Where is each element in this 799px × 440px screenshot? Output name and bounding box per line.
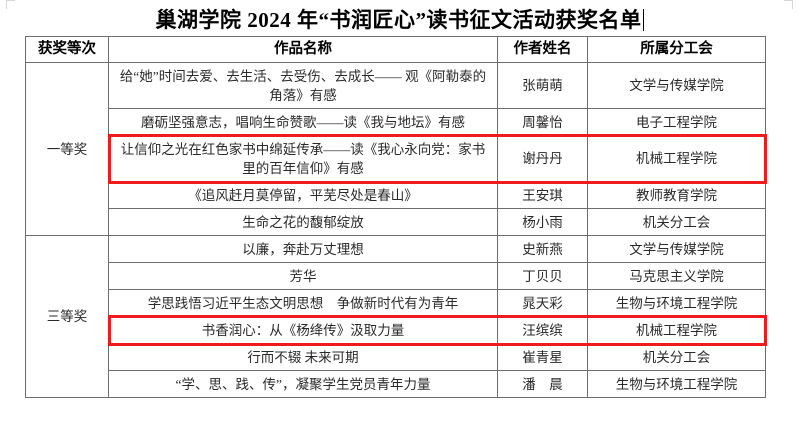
- award-list-table: 获奖等次 作品名称 作者姓名 所属分工会 一等奖 给“她”时间去爱、去生活、去受伤…: [25, 36, 766, 398]
- work-title-cell: 以廉，奔赴万丈理想: [108, 235, 498, 263]
- table-row: 三等奖 以廉，奔赴万丈理想 史新燕 文学与传媒学院: [25, 235, 766, 398]
- table-row: 生命之花的馥郁绽放 杨小雨 机关分工会: [26, 208, 766, 236]
- author-name-cell: 丁贝贝: [497, 262, 588, 290]
- union-cell: 教师教育学院: [587, 181, 766, 209]
- union-cell: 机关分工会: [587, 343, 766, 371]
- union-cell: 电子工程学院: [587, 108, 766, 136]
- work-title-cell: “学、思、践、传”，凝聚学生党员青年力量: [108, 370, 498, 398]
- column-header-union: 所属分工会: [587, 36, 766, 63]
- author-name-cell: 谢丹丹: [497, 135, 588, 182]
- table-row: 行而不辍 未来可期 崔青星 机关分工会: [26, 343, 766, 371]
- column-header-author: 作者姓名: [497, 36, 588, 63]
- work-title-cell: 学思践悟习近平生态文明思想 争做新时代有为青年: [108, 289, 498, 317]
- work-title-cell: 磨砺坚强意志，唱响生命赞歌——读《我与地坛》有感: [108, 108, 498, 136]
- union-cell: 生物与环境工程学院: [587, 370, 766, 398]
- author-name-cell: 杨小雨: [497, 208, 588, 236]
- union-cell: 马克思主义学院: [587, 262, 766, 290]
- table-header-row: 获奖等次 作品名称 作者姓名 所属分工会: [25, 36, 766, 63]
- text-caret: [642, 9, 644, 31]
- page-edge-mark-right: [784, 0, 793, 9]
- author-name-cell: 周馨怡: [497, 108, 588, 136]
- award-rank-cell: 三等奖: [25, 235, 109, 398]
- work-title-cell: 给“她”时间去爱、去生活、去受伤、去成长—— 观《阿勒泰的角落》有感: [108, 62, 498, 109]
- page-title-text: 巢湖学院 2024 年“书润匠心”读书征文活动获奖名单: [155, 8, 642, 32]
- table-row: 《追风赶月莫停留，平芜尽处是春山》 王安琪 教师教育学院: [26, 181, 766, 209]
- author-name-cell: 张萌萌: [497, 62, 588, 109]
- column-header-work-title: 作品名称: [108, 36, 498, 63]
- work-title-cell: 行而不辍 未来可期: [108, 343, 498, 371]
- author-name-cell: 晁天彩: [497, 289, 588, 317]
- award-rank-cell: 一等奖: [25, 62, 109, 236]
- work-title-cell: 让信仰之光在红色家书中绵延传承——读《我心永向党：家书里的百年信仰》有感: [108, 135, 498, 182]
- union-cell: 生物与环境工程学院: [587, 289, 766, 317]
- author-name-cell: 汪缤缤: [497, 316, 588, 344]
- work-title-cell: 书香润心：从《杨绛传》汲取力量: [108, 316, 498, 344]
- work-title-cell: 《追风赶月莫停留，平芜尽处是春山》: [108, 181, 498, 209]
- page-title: 巢湖学院 2024 年“书润匠心”读书征文活动获奖名单: [0, 6, 799, 34]
- author-name-cell: 潘 晨: [497, 370, 588, 398]
- union-cell: 机关分工会: [587, 208, 766, 236]
- table-row: 让信仰之光在红色家书中绵延传承——读《我心永向党：家书里的百年信仰》有感 谢丹丹机…: [26, 135, 766, 182]
- table-row: 磨砺坚强意志，唱响生命赞歌——读《我与地坛》有感 周馨怡 电子工程学院: [26, 108, 766, 136]
- table-row: 学思践悟习近平生态文明思想 争做新时代有为青年 晁天彩 生物与环境工程学院: [26, 289, 766, 317]
- table-header: 获奖等次 作品名称 作者姓名 所属分工会: [25, 36, 766, 63]
- table-row: 芳华 丁贝贝 马克思主义学院: [26, 262, 766, 290]
- page-edge-mark-left: [6, 0, 15, 9]
- author-name-cell: 崔青星: [497, 343, 588, 371]
- table-row: “学、思、践、传”，凝聚学生党员青年力量潘 晨生物与环境工程学院: [26, 370, 766, 398]
- union-cell: 机械工程学院: [587, 135, 766, 182]
- author-name-cell: 王安琪: [497, 181, 588, 209]
- union-cell: 文学与传媒学院: [587, 235, 766, 263]
- table-row: 书香润心：从《杨绛传》汲取力量 汪缤缤 机械工程学院: [26, 316, 766, 344]
- union-cell: 机械工程学院: [587, 316, 766, 344]
- column-header-rank: 获奖等次: [25, 36, 109, 63]
- table-row: 一等奖 给“她”时间去爱、去生活、去受伤、去成长—— 观《阿勒泰的角落》有感 张萌萌…: [25, 62, 766, 236]
- union-cell: 文学与传媒学院: [587, 62, 766, 109]
- table-body: 一等奖 给“她”时间去爱、去生活、去受伤、去成长—— 观《阿勒泰的角落》有感 张萌萌…: [25, 62, 766, 398]
- work-title-cell: 生命之花的馥郁绽放: [108, 208, 498, 236]
- author-name-cell: 史新燕: [497, 235, 588, 263]
- work-title-cell: 芳华: [108, 262, 498, 290]
